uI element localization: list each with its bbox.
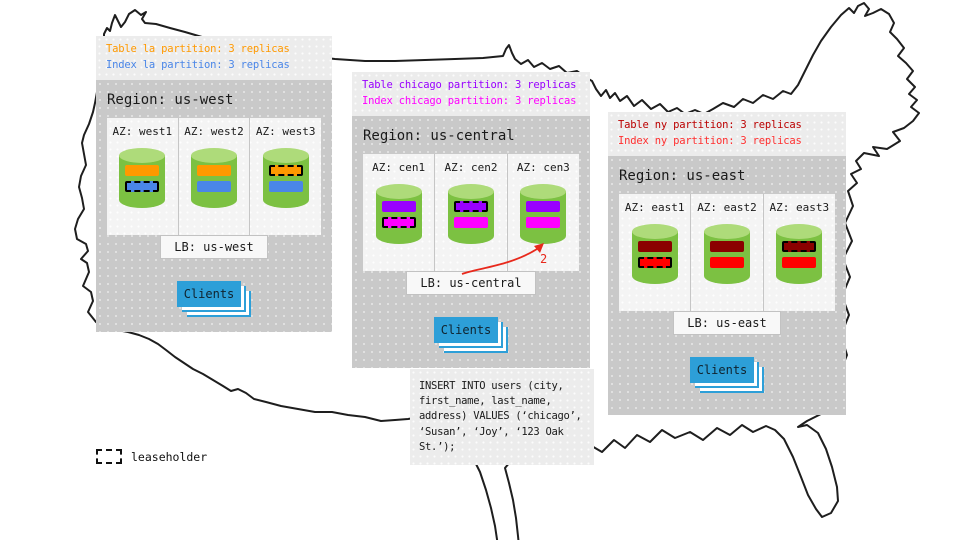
cylinder-top	[631, 223, 678, 239]
panel-annotations: Table la partition: 3 replicas Index la p…	[96, 36, 332, 80]
leaseholder-swatch-icon	[96, 449, 122, 464]
lb-box: LB: us-west	[160, 234, 268, 259]
az-column: AZ: east3	[764, 194, 835, 311]
lb-box: LB: us-central	[406, 270, 536, 295]
region-panel-us-west: Table la partition: 3 replicas Index la p…	[96, 36, 332, 332]
replica-bar	[197, 164, 231, 176]
lb-box: LB: us-east	[673, 310, 781, 335]
clients-button: Clients	[177, 280, 241, 307]
replica-bar-leaseholder	[381, 216, 416, 228]
az-label: AZ: cen1	[372, 160, 426, 174]
replica-bar	[381, 200, 416, 212]
az-column: AZ: cen2	[435, 153, 508, 271]
clients-row: Clients	[352, 316, 590, 343]
az-label: AZ: west1	[112, 124, 173, 138]
panel-body: Region: us-west AZ: west1 AZ: west2 AZ: we…	[96, 79, 332, 332]
database-node-cylinder	[776, 223, 823, 284]
cylinder-top	[520, 183, 567, 199]
region-panel-us-east: Table ny partition: 3 replicas Index ny p…	[608, 112, 846, 415]
cylinder-top	[776, 223, 823, 239]
cylinder-top	[262, 147, 309, 163]
az-area: AZ: west1 AZ: west2 AZ: west3	[107, 117, 321, 235]
lb-row: LB: us-west	[96, 234, 332, 259]
replica-bar-leaseholder	[268, 164, 303, 176]
az-column: AZ: east2	[691, 193, 764, 311]
replica-bar	[197, 180, 231, 192]
database-node-cylinder	[520, 183, 567, 244]
az-area: AZ: cen1 AZ: cen2 AZ: cen3	[363, 153, 579, 271]
region-label: Region: us-central	[363, 127, 515, 144]
replica-bar	[268, 180, 303, 192]
database-node-cylinder	[191, 147, 237, 208]
partition-annotation: Table chicago partition: 3 replicas	[362, 79, 577, 91]
az-column: AZ: west1	[107, 117, 179, 235]
panel-annotations: Table ny partition: 3 replicas Index ny p…	[608, 112, 846, 156]
cylinder-top	[191, 147, 237, 163]
replica-bar	[637, 240, 672, 252]
region-panel-us-central: Table chicago partition: 3 replicas Index…	[352, 72, 590, 368]
az-label: AZ: west2	[184, 124, 244, 138]
clients-row: Clients	[608, 356, 846, 383]
az-column: AZ: east1	[619, 193, 692, 311]
replica-bar	[782, 256, 817, 268]
replica-bar	[453, 216, 488, 228]
replica-bar	[125, 164, 160, 176]
clients-button: Clients	[434, 316, 498, 343]
database-node-cylinder	[447, 183, 494, 244]
clients-row: Clients	[96, 280, 332, 307]
az-column: AZ: west2	[179, 117, 251, 235]
database-node-cylinder	[703, 223, 750, 284]
database-node-cylinder	[375, 183, 422, 244]
az-label: AZ: cen3	[516, 160, 570, 174]
az-column: AZ: cen1	[363, 153, 436, 271]
az-column: AZ: cen3	[508, 154, 579, 271]
az-column: AZ: west3	[250, 118, 321, 235]
region-label: Region: us-east	[619, 167, 746, 184]
cylinder-top	[119, 147, 166, 163]
az-label: AZ: east1	[624, 200, 685, 214]
partition-annotation: Table ny partition: 3 replicas	[618, 119, 802, 131]
partition-annotation: Index chicago partition: 3 replicas	[362, 94, 577, 107]
replica-bar	[526, 200, 561, 212]
az-label: AZ: east3	[769, 200, 830, 214]
partition-annotation: Index ny partition: 3 replicas	[618, 134, 802, 147]
partition-annotation: Table la partition: 3 replicas	[106, 43, 290, 55]
cylinder-top	[375, 183, 422, 199]
replica-bar	[709, 240, 744, 252]
leaseholder-legend: leaseholder	[96, 449, 207, 464]
database-node-cylinder	[262, 147, 309, 208]
replica-bar-leaseholder	[125, 180, 160, 192]
sql-insert-note: INSERT INTO users (city, first_name, las…	[410, 369, 594, 466]
az-label: AZ: west3	[255, 124, 316, 138]
legend-label: leaseholder	[131, 449, 208, 464]
cylinder-top	[447, 183, 494, 199]
replica-bar	[526, 216, 561, 228]
az-label: AZ: east2	[697, 200, 757, 214]
clients-button: Clients	[690, 356, 754, 383]
replica-bar-leaseholder	[782, 240, 817, 252]
panel-annotations: Table chicago partition: 3 replicas Index…	[352, 72, 590, 116]
panel-body: Region: us-central AZ: cen1 AZ: cen2 AZ: c…	[352, 115, 590, 368]
cylinder-top	[703, 223, 750, 239]
lb-row: LB: us-central	[352, 270, 590, 295]
database-node-cylinder	[119, 147, 166, 208]
replica-bar-leaseholder	[453, 200, 488, 212]
lb-row: LB: us-east	[608, 310, 846, 335]
panel-body: Region: us-east AZ: east1 AZ: east2 AZ: ea…	[608, 155, 846, 415]
az-area: AZ: east1 AZ: east2 AZ: east3	[619, 193, 835, 311]
partition-annotation: Index la partition: 3 replicas	[106, 58, 290, 71]
region-label: Region: us-west	[107, 91, 234, 108]
az-label: AZ: cen2	[444, 160, 498, 174]
sql-insert-text: INSERT INTO users (city, first_name, las…	[419, 380, 582, 453]
replica-bar	[709, 256, 744, 268]
replica-bar-leaseholder	[637, 256, 672, 268]
database-node-cylinder	[631, 223, 678, 284]
